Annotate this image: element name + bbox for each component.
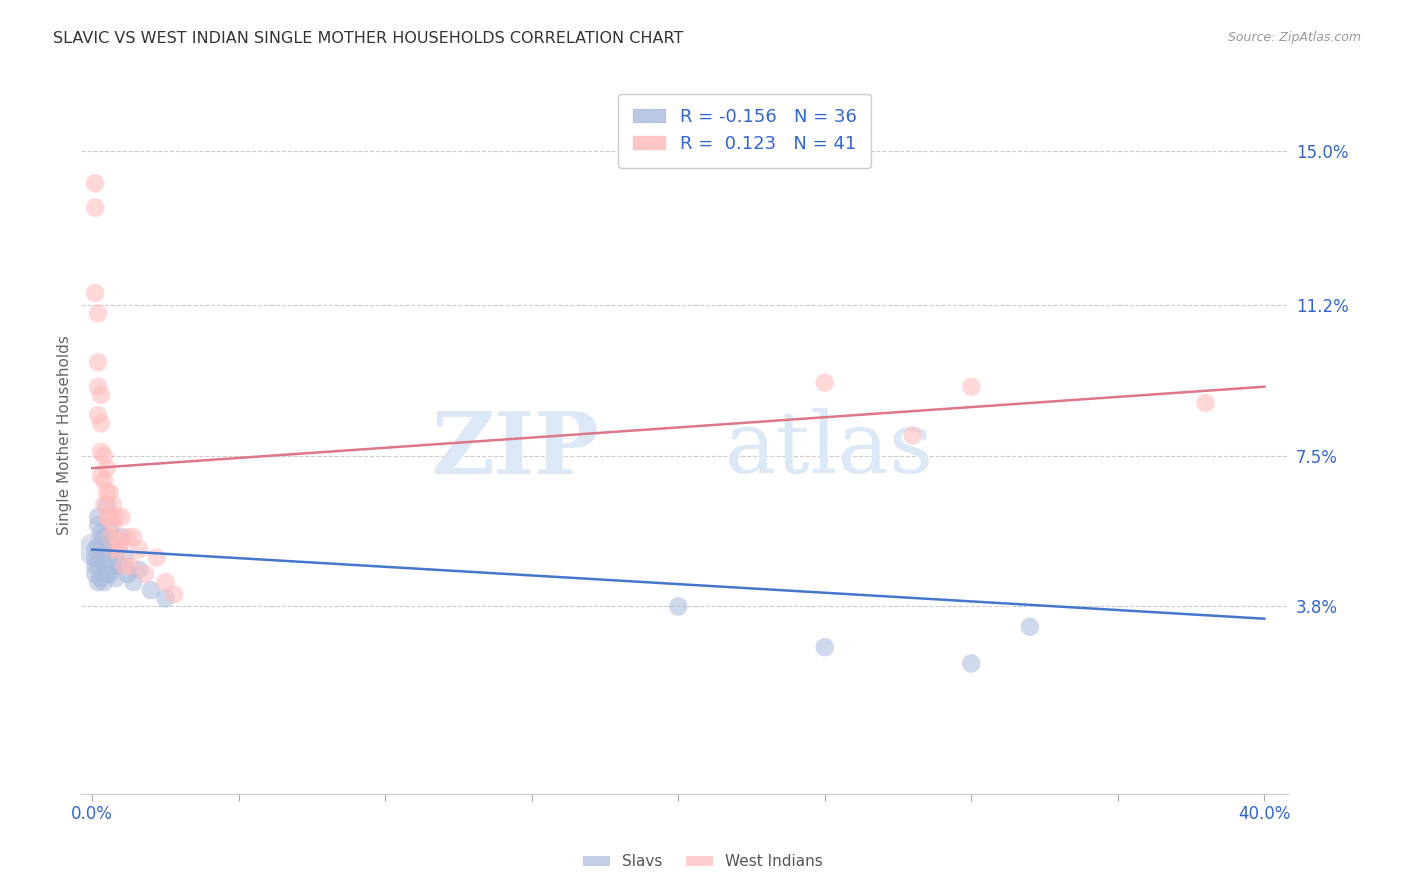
Point bbox=[139, 583, 162, 598]
Point bbox=[87, 518, 110, 533]
Point bbox=[93, 473, 115, 487]
Point bbox=[107, 558, 129, 573]
Text: Source: ZipAtlas.com: Source: ZipAtlas.com bbox=[1227, 31, 1361, 45]
Point bbox=[104, 534, 127, 549]
Point bbox=[87, 538, 110, 552]
Point bbox=[84, 542, 107, 557]
Point bbox=[1018, 620, 1040, 634]
Point bbox=[90, 445, 112, 459]
Point bbox=[155, 591, 177, 606]
Point bbox=[84, 201, 107, 215]
Point bbox=[84, 176, 107, 190]
Point bbox=[84, 558, 107, 573]
Text: atlas: atlas bbox=[724, 409, 934, 491]
Point bbox=[114, 550, 136, 565]
Point bbox=[87, 380, 110, 394]
Point bbox=[87, 558, 110, 573]
Point bbox=[110, 510, 132, 524]
Point bbox=[128, 563, 150, 577]
Point bbox=[145, 550, 167, 565]
Legend: Slavs, West Indians: Slavs, West Indians bbox=[576, 848, 830, 875]
Point bbox=[901, 428, 924, 442]
Point bbox=[87, 408, 110, 422]
Point bbox=[93, 575, 115, 590]
Point bbox=[814, 640, 837, 655]
Point bbox=[101, 538, 124, 552]
Point bbox=[84, 566, 107, 581]
Point bbox=[117, 566, 139, 581]
Point bbox=[90, 469, 112, 483]
Y-axis label: Single Mother Households: Single Mother Households bbox=[58, 335, 72, 535]
Point bbox=[84, 286, 107, 301]
Point bbox=[98, 542, 121, 557]
Point bbox=[87, 510, 110, 524]
Text: ZIP: ZIP bbox=[432, 408, 599, 491]
Point bbox=[110, 534, 132, 549]
Point bbox=[93, 555, 115, 569]
Point bbox=[122, 530, 145, 544]
Point bbox=[114, 558, 136, 573]
Point bbox=[960, 657, 983, 671]
Point bbox=[104, 510, 127, 524]
Legend: R = -0.156   N = 36, R =  0.123   N = 41: R = -0.156 N = 36, R = 0.123 N = 41 bbox=[619, 94, 870, 168]
Point bbox=[98, 510, 121, 524]
Point bbox=[96, 566, 118, 581]
Point bbox=[155, 575, 177, 590]
Point bbox=[87, 306, 110, 320]
Point bbox=[101, 542, 124, 557]
Point bbox=[96, 510, 118, 524]
Point bbox=[90, 526, 112, 541]
Point bbox=[134, 566, 156, 581]
Point bbox=[960, 380, 983, 394]
Point bbox=[93, 449, 115, 463]
Point bbox=[87, 355, 110, 369]
Point bbox=[90, 571, 112, 585]
Point bbox=[101, 518, 124, 533]
Point bbox=[98, 566, 121, 581]
Point bbox=[117, 530, 139, 544]
Point bbox=[666, 599, 689, 614]
Point bbox=[90, 550, 112, 565]
Text: SLAVIC VS WEST INDIAN SINGLE MOTHER HOUSEHOLDS CORRELATION CHART: SLAVIC VS WEST INDIAN SINGLE MOTHER HOUS… bbox=[53, 31, 683, 46]
Point bbox=[110, 530, 132, 544]
Point bbox=[93, 530, 115, 544]
Point bbox=[87, 575, 110, 590]
Point bbox=[98, 485, 121, 500]
Point bbox=[101, 558, 124, 573]
Point bbox=[101, 498, 124, 512]
Point bbox=[163, 587, 186, 601]
Point bbox=[96, 485, 118, 500]
Point bbox=[107, 542, 129, 557]
Point bbox=[104, 550, 127, 565]
Point bbox=[84, 550, 107, 565]
Point bbox=[104, 571, 127, 585]
Point bbox=[90, 417, 112, 431]
Point bbox=[96, 498, 118, 512]
Point bbox=[98, 530, 121, 544]
Point bbox=[96, 461, 118, 475]
Point bbox=[128, 542, 150, 557]
Point bbox=[814, 376, 837, 390]
Point bbox=[122, 575, 145, 590]
Point bbox=[98, 522, 121, 536]
Point bbox=[93, 498, 115, 512]
Point bbox=[1195, 396, 1218, 410]
Point bbox=[90, 388, 112, 402]
Point bbox=[84, 542, 107, 557]
Point bbox=[120, 558, 142, 573]
